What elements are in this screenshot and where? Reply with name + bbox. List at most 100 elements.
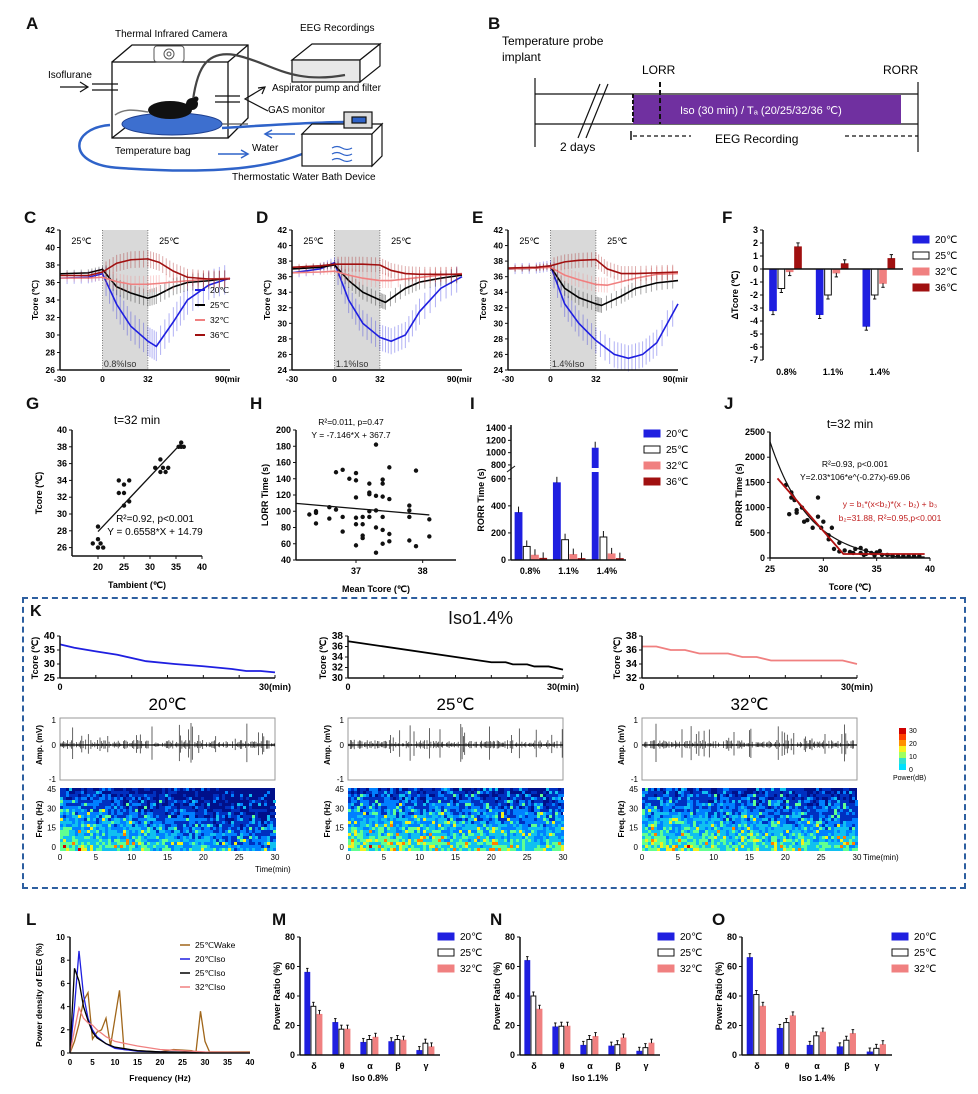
y-tick-label: 100: [276, 506, 291, 516]
spectrogram-cell: [660, 812, 663, 815]
legend-label: 36℃: [210, 330, 229, 340]
spectrogram-cell: [231, 806, 234, 809]
spectrogram-cell: [180, 803, 183, 806]
y-axis-label: Tcore (℃): [34, 472, 44, 514]
spectrogram-cell: [414, 839, 417, 842]
spectrogram-cell: [681, 815, 684, 818]
chart-title: t=32 min: [827, 417, 873, 431]
spectrogram-cell: [471, 788, 474, 791]
spectrogram-cell: [711, 833, 714, 836]
spectrogram-cell: [660, 815, 663, 818]
spectrogram-cell: [546, 824, 549, 827]
spectrogram-cell: [135, 839, 138, 842]
spectrogram-cell: [750, 842, 753, 845]
spectrogram-cell: [474, 794, 477, 797]
spectrogram-cell: [99, 821, 102, 824]
spectrogram-cell: [741, 827, 744, 830]
bar: [552, 482, 561, 561]
spectrogram-cell: [177, 842, 180, 845]
spectrogram-cell: [396, 797, 399, 800]
spectrogram-cell: [426, 806, 429, 809]
spectrogram-cell: [642, 842, 645, 845]
spectrogram-cell: [126, 848, 129, 851]
spectrogram-cell: [657, 788, 660, 791]
spectrogram-cell: [660, 791, 663, 794]
spectrogram-cell: [429, 827, 432, 830]
spectrogram-cell: [675, 809, 678, 812]
spectrogram-cell: [102, 830, 105, 833]
spectrogram-cell: [183, 806, 186, 809]
spectrogram-cell: [720, 812, 723, 815]
spectrogram-cell: [63, 794, 66, 797]
spectrogram-cell: [693, 794, 696, 797]
spectrogram-cell: [513, 833, 516, 836]
spectrogram-cell: [717, 821, 720, 824]
spectrogram-cell: [663, 830, 666, 833]
spectrogram-cell: [66, 827, 69, 830]
spectrogram-cell: [687, 794, 690, 797]
spectrogram-cell: [192, 821, 195, 824]
spectrogram-cell: [660, 818, 663, 821]
spectrogram-cell: [180, 809, 183, 812]
spectrogram-cell: [435, 845, 438, 848]
spectrogram-cell: [543, 845, 546, 848]
spectrogram-cell: [726, 788, 729, 791]
spectrogram-cell: [162, 791, 165, 794]
spectrogram-cell: [357, 812, 360, 815]
spectrogram-cell: [705, 818, 708, 821]
spectrogram-cell: [387, 836, 390, 839]
spectrogram-cell: [735, 848, 738, 851]
spectrogram-cell: [135, 818, 138, 821]
spectrogram-cell: [501, 815, 504, 818]
eeg-recording-label: EEG Recording: [715, 132, 798, 146]
spectrogram-cell: [141, 821, 144, 824]
spectrogram-cell: [369, 788, 372, 791]
spectrogram-cell: [93, 797, 96, 800]
spectrogram-cell: [471, 803, 474, 806]
spectrogram-cell: [441, 845, 444, 848]
spectrogram-cell: [522, 809, 525, 812]
spectrogram-cell: [219, 827, 222, 830]
spectrogram-cell: [129, 794, 132, 797]
segmented-fit-annotation: y = b₁*(x<b₂)*(x - b₂) + b₃: [843, 499, 937, 509]
spectrogram-cell: [714, 800, 717, 803]
spectrogram-cell: [417, 830, 420, 833]
spectrogram-cell: [96, 806, 99, 809]
x-tick-label: 30: [145, 562, 155, 572]
spectrogram-cell: [156, 818, 159, 821]
spectrogram-cell: [684, 842, 687, 845]
spectrogram-cell: [561, 821, 564, 824]
spectrogram-cell: [228, 827, 231, 830]
spectrogram-cell: [507, 794, 510, 797]
y-tick-label: -4: [750, 316, 758, 326]
spectrogram-cell: [477, 848, 480, 851]
spectrogram-cell: [720, 806, 723, 809]
spectrogram-cell: [696, 806, 699, 809]
spectrogram-cell: [399, 839, 402, 842]
spectrogram-cell: [519, 845, 522, 848]
temperature-condition-label: 32℃: [730, 695, 768, 714]
spectrogram-cell: [81, 824, 84, 827]
spectrogram-cell: [642, 833, 645, 836]
y-axis-label: Tcore (℃): [478, 280, 488, 320]
spectrogram-cell: [450, 812, 453, 815]
spectrogram-cell: [165, 836, 168, 839]
spectrogram-cell: [675, 830, 678, 833]
spectrogram-cell: [681, 812, 684, 815]
spectrogram-cell: [519, 836, 522, 839]
spectrogram-cell: [165, 815, 168, 818]
spectrogram-cell: [720, 845, 723, 848]
spectrogram-cell: [747, 818, 750, 821]
spectrogram-cell: [543, 836, 546, 839]
spectrogram-cell: [528, 836, 531, 839]
spectrogram-cell: [381, 836, 384, 839]
spectrogram-cell: [750, 827, 753, 830]
spectrogram-cell: [528, 830, 531, 833]
spectrogram-cell: [210, 845, 213, 848]
spectrogram-cell: [489, 842, 492, 845]
spectrogram-cell: [69, 806, 72, 809]
spectrogram-cell: [252, 821, 255, 824]
spectrogram-cell: [267, 821, 270, 824]
data-point: [373, 525, 379, 530]
spectrogram-cell: [534, 824, 537, 827]
